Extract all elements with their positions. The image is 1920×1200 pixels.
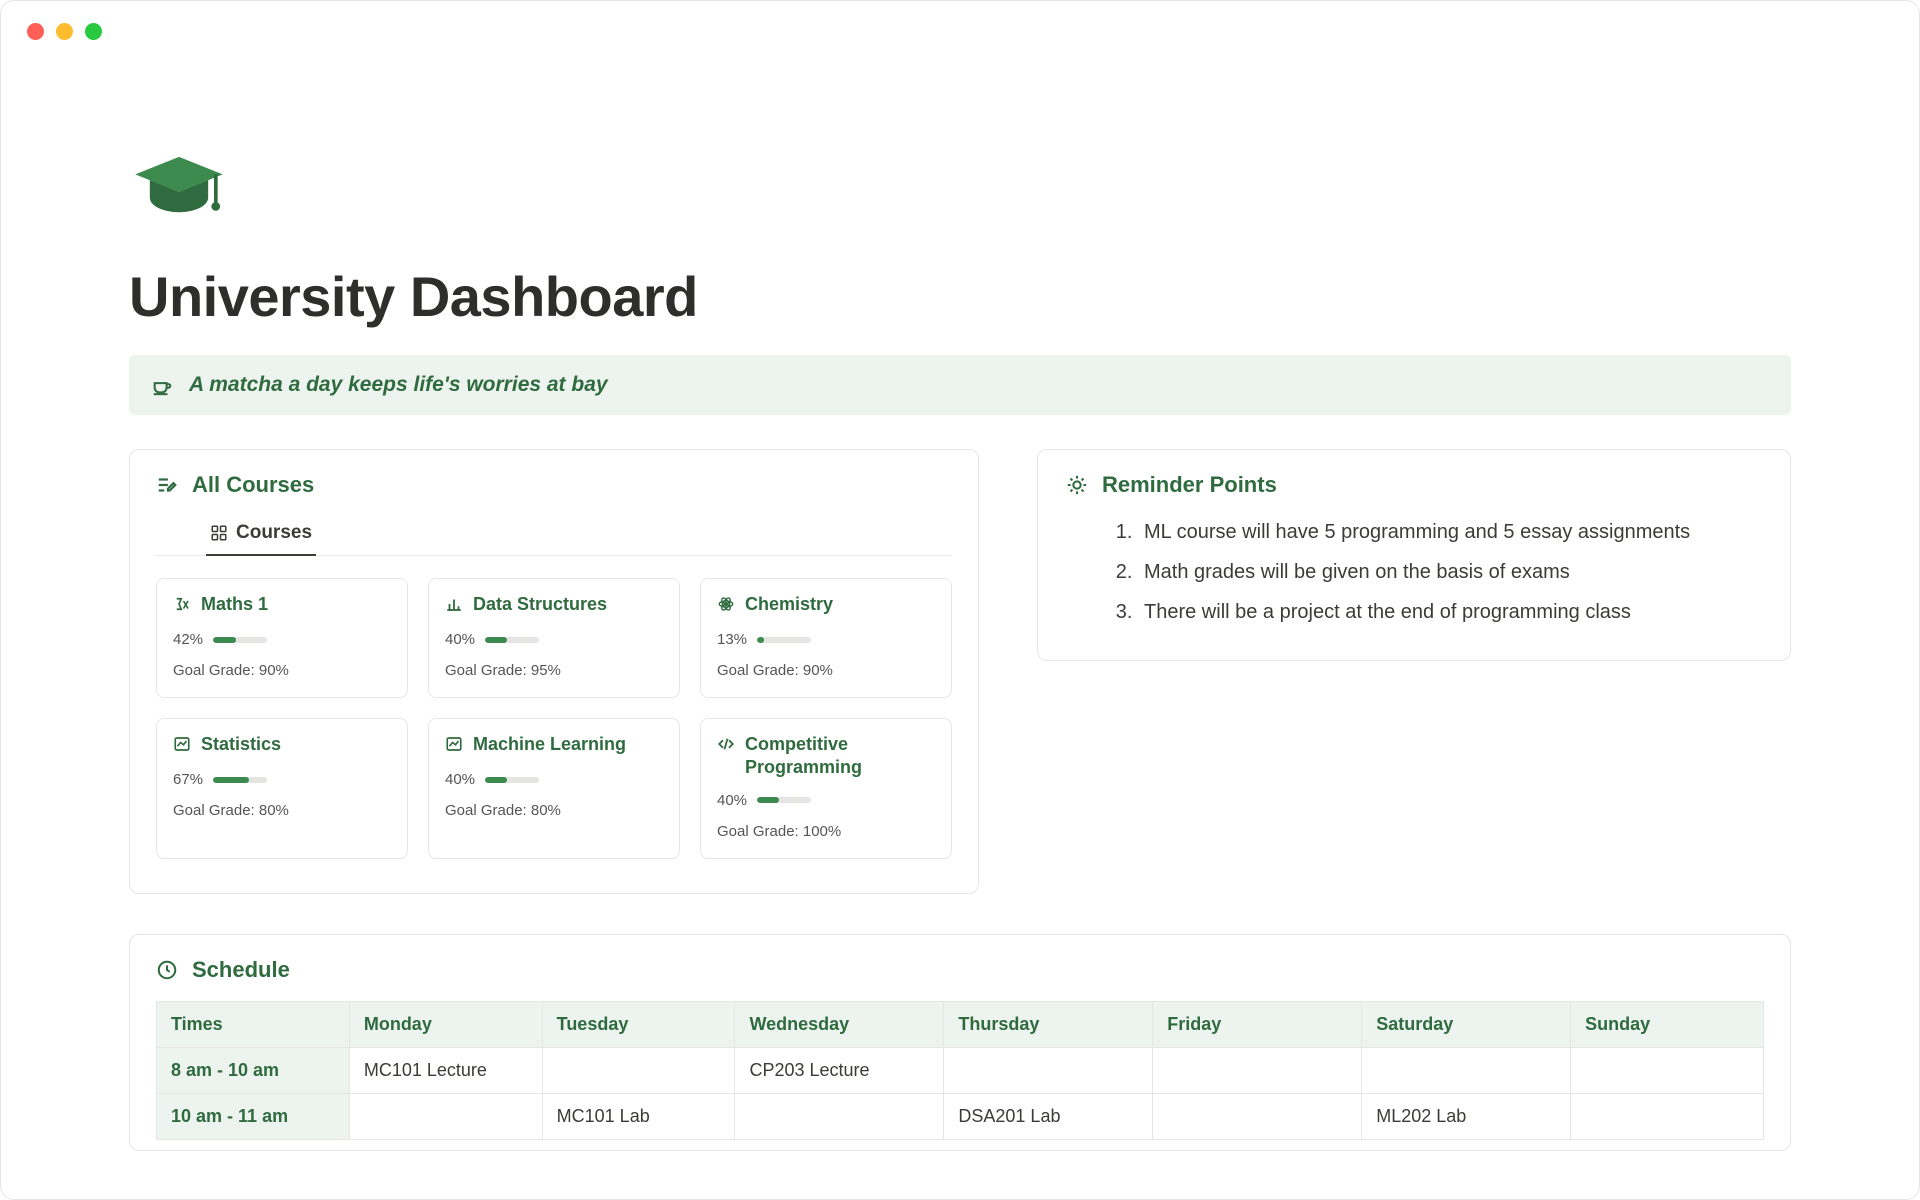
reminder-item: Math grades will be given on the basis o… [1138,552,1762,592]
schedule-cell[interactable]: CP203 Lecture [735,1047,944,1093]
schedule-row: 8 am - 10 amMC101 Lecture CP203 Lecture [157,1047,1764,1093]
schedule-cell[interactable] [1571,1047,1764,1093]
course-name: Chemistry [745,593,833,616]
schedule-cell[interactable] [1153,1093,1362,1139]
progress-bar [757,797,811,803]
courses-title: All Courses [192,472,314,498]
math-icon [173,595,191,613]
schedule-title: Schedule [192,957,290,983]
course-card[interactable]: Statistics 67% Goal Grade: 80% [156,718,408,859]
schedule-column-header: Friday [1153,1001,1362,1047]
schedule-cell[interactable] [349,1093,542,1139]
barchart-icon [445,595,463,613]
code-icon [717,735,735,753]
schedule-column-header: Tuesday [542,1001,735,1047]
progress-bar [485,777,539,783]
gallery-icon [210,524,228,542]
page-content: University Dashboard A matcha a day keep… [129,151,1791,1151]
schedule-column-header: Wednesday [735,1001,944,1047]
course-card[interactable]: Competitive Programming 40% Goal Grade: 10… [700,718,952,859]
schedule-cell[interactable] [944,1047,1153,1093]
course-progress-pct: 42% [173,631,203,648]
close-window-button[interactable] [27,23,44,40]
reminders-title: Reminder Points [1102,472,1277,498]
coffee-icon [151,374,173,396]
course-progress-pct: 40% [445,771,475,788]
quote-banner: A matcha a day keeps life's worries at b… [129,355,1791,415]
schedule-column-header: Sunday [1571,1001,1764,1047]
schedule-cell[interactable]: DSA201 Lab [944,1093,1153,1139]
tab-courses[interactable]: Courses [206,514,316,556]
course-goal: Goal Grade: 90% [717,662,935,679]
schedule-cell[interactable] [542,1047,735,1093]
schedule-time-cell: 10 am - 11 am [157,1093,350,1139]
schedule-panel: Schedule TimesMondayTuesdayWednesdayThur… [129,934,1791,1151]
progress-bar [485,637,539,643]
course-goal: Goal Grade: 100% [717,823,935,840]
course-grid: Maths 1 42% Goal Grade: 90% Data Structures… [156,578,952,859]
schedule-table: TimesMondayTuesdayWednesdayThursdayFrida… [156,1001,1764,1140]
course-progress-pct: 13% [717,631,747,648]
minimize-window-button[interactable] [56,23,73,40]
clock-icon [156,959,178,981]
graduation-cap-icon [129,151,227,221]
course-name: Statistics [201,733,281,756]
course-card[interactable]: Data Structures 40% Goal Grade: 95% [428,578,680,698]
course-progress-pct: 67% [173,771,203,788]
schedule-column-header: Times [157,1001,350,1047]
schedule-column-header: Thursday [944,1001,1153,1047]
reminder-item: There will be a project at the end of pr… [1138,592,1762,632]
schedule-cell[interactable]: ML202 Lab [1362,1093,1571,1139]
course-goal: Goal Grade: 80% [445,802,663,819]
reminder-item: ML course will have 5 programming and 5 … [1138,512,1762,552]
schedule-column-header: Saturday [1362,1001,1571,1047]
tab-label: Courses [236,522,312,544]
course-card[interactable]: Machine Learning 40% Goal Grade: 80% [428,718,680,859]
course-name: Maths 1 [201,593,268,616]
progress-bar [757,637,811,643]
schedule-cell[interactable] [1153,1047,1362,1093]
atom-icon [717,595,735,613]
course-card[interactable]: Maths 1 42% Goal Grade: 90% [156,578,408,698]
maximize-window-button[interactable] [85,23,102,40]
progress-bar [213,637,267,643]
course-name: Data Structures [473,593,607,616]
schedule-cell[interactable] [1571,1093,1764,1139]
schedule-cell[interactable] [735,1093,944,1139]
linechart-icon [173,735,191,753]
schedule-row: 10 am - 11 am MC101 Lab DSA201 Lab ML202 La… [157,1093,1764,1139]
schedule-cell[interactable]: MC101 Lab [542,1093,735,1139]
course-progress-pct: 40% [445,631,475,648]
edit-list-icon [156,474,178,496]
course-progress-pct: 40% [717,792,747,809]
progress-bar [213,777,267,783]
course-goal: Goal Grade: 95% [445,662,663,679]
reminders-panel: Reminder Points ML course will have 5 pr… [1037,449,1791,661]
schedule-cell[interactable] [1362,1047,1571,1093]
courses-panel: All Courses Courses Maths 142%Goal Grad [129,449,979,894]
course-name: Machine Learning [473,733,626,756]
course-goal: Goal Grade: 90% [173,662,391,679]
course-name: Competitive Programming [745,733,935,780]
reminder-list: ML course will have 5 programming and 5 … [1120,512,1762,632]
courses-tabs: Courses [156,514,952,556]
window-controls [27,23,102,40]
page-title: University Dashboard [129,264,1791,329]
schedule-time-cell: 8 am - 10 am [157,1047,350,1093]
sun-icon [1066,474,1088,496]
course-goal: Goal Grade: 80% [173,802,391,819]
app-window: University Dashboard A matcha a day keep… [0,0,1920,1200]
schedule-column-header: Monday [349,1001,542,1047]
quote-text: A matcha a day keeps life's worries at b… [189,373,608,397]
schedule-cell[interactable]: MC101 Lecture [349,1047,542,1093]
linechart-icon [445,735,463,753]
course-card[interactable]: Chemistry 13% Goal Grade: 90% [700,578,952,698]
